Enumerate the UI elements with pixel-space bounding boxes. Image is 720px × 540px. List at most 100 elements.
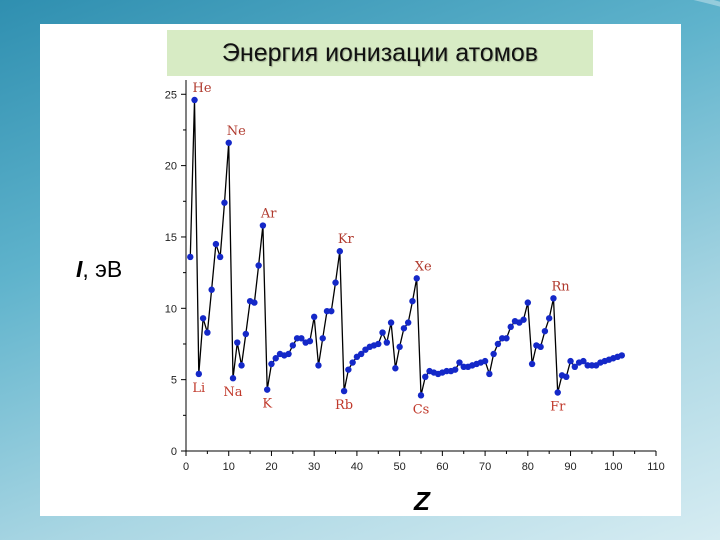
element-label-li: Li — [192, 381, 205, 396]
data-point — [528, 360, 536, 368]
data-point — [289, 342, 297, 349]
data-point — [310, 313, 318, 321]
element-label-cs: Cs — [413, 402, 430, 417]
data-point — [255, 262, 262, 269]
data-point — [379, 329, 386, 336]
data-point — [545, 315, 553, 322]
slide-title: Энергия ионизации атомов — [221, 38, 539, 67]
data-point — [494, 340, 502, 348]
y-tick-label: 15 — [165, 232, 177, 244]
data-point — [221, 199, 228, 206]
data-point — [332, 279, 339, 286]
data-point — [251, 299, 258, 306]
x-axis-label: Z — [414, 486, 430, 516]
data-point — [345, 366, 352, 373]
data-point — [315, 362, 322, 369]
data-point — [524, 299, 532, 306]
data-point — [259, 222, 267, 229]
data-point — [349, 359, 356, 366]
data-point — [456, 359, 463, 366]
data-point — [306, 337, 314, 345]
data-point — [451, 366, 459, 373]
data-point — [520, 316, 527, 323]
data-point — [319, 335, 326, 342]
x-tick-label: 90 — [564, 461, 576, 473]
data-point — [580, 357, 587, 365]
element-label-he: He — [193, 81, 212, 96]
data-point — [404, 319, 412, 326]
data-point — [400, 325, 408, 332]
element-label-k: K — [262, 397, 272, 412]
x-tick-label: 0 — [183, 461, 189, 473]
data-point — [191, 96, 198, 104]
data-point — [357, 350, 365, 358]
data-point — [392, 365, 399, 372]
x-tick-label: 60 — [436, 461, 448, 473]
y-tick-label: 25 — [165, 89, 177, 101]
data-point — [375, 340, 382, 348]
series-line — [189, 99, 623, 396]
data-point — [417, 392, 425, 399]
data-point — [503, 335, 510, 342]
data-point — [336, 248, 344, 255]
x-tick-label: 100 — [604, 461, 622, 473]
data-point — [563, 373, 570, 380]
data-point — [212, 240, 220, 248]
element-label-ne: Ne — [227, 124, 246, 139]
data-point — [187, 253, 194, 261]
data-point — [571, 363, 579, 371]
data-point — [383, 339, 391, 346]
element-label-kr: Kr — [338, 232, 355, 247]
data-point — [234, 339, 241, 346]
slide-panel: Энергия ионизации атомов I, эВ Z — [40, 24, 681, 516]
data-point — [387, 319, 395, 326]
data-point — [268, 360, 275, 368]
data-point — [481, 357, 489, 365]
data-point — [242, 330, 250, 338]
y-axis-symbol: I — [76, 256, 83, 282]
element-label-ar: Ar — [260, 207, 277, 222]
data-point — [413, 275, 420, 282]
data-point — [272, 355, 279, 362]
data-point — [238, 362, 245, 369]
data-point — [199, 315, 207, 322]
data-point — [618, 352, 626, 359]
data-point — [554, 389, 561, 396]
data-point — [567, 357, 574, 365]
x-tick-label: 30 — [308, 461, 320, 473]
data-point — [537, 343, 544, 351]
data-point — [340, 387, 348, 395]
data-point — [263, 386, 271, 393]
element-label-rn: Rn — [551, 279, 570, 294]
data-point — [225, 139, 232, 146]
data-point — [328, 307, 335, 315]
data-point — [490, 350, 497, 358]
element-label-na: Na — [223, 385, 242, 400]
y-tick-label: 5 — [171, 375, 177, 387]
data-point — [541, 327, 549, 335]
data-point — [550, 295, 557, 302]
data-point — [409, 297, 416, 305]
element-label-xe: Xe — [415, 259, 432, 274]
y-tick-label: 0 — [171, 446, 177, 458]
y-axis-unit: , эВ — [82, 256, 123, 282]
element-label-fr: Fr — [550, 399, 566, 414]
data-point — [229, 375, 237, 382]
element-label-rb: Rb — [335, 398, 353, 413]
data-point — [298, 335, 305, 342]
data-point — [486, 370, 493, 378]
data-point — [396, 343, 403, 351]
y-tick-label: 10 — [165, 303, 177, 315]
data-point — [507, 323, 514, 331]
y-tick-label: 20 — [165, 161, 177, 173]
x-tick-label: 40 — [351, 461, 363, 473]
data-point — [195, 370, 203, 378]
data-point — [204, 329, 211, 336]
x-tick-label: 50 — [394, 461, 406, 473]
y-axis-label: I, эВ — [76, 256, 122, 283]
data-point — [216, 253, 224, 261]
x-tick-label: 20 — [265, 461, 277, 473]
data-point — [285, 350, 292, 358]
x-tick-label: 80 — [522, 461, 534, 473]
